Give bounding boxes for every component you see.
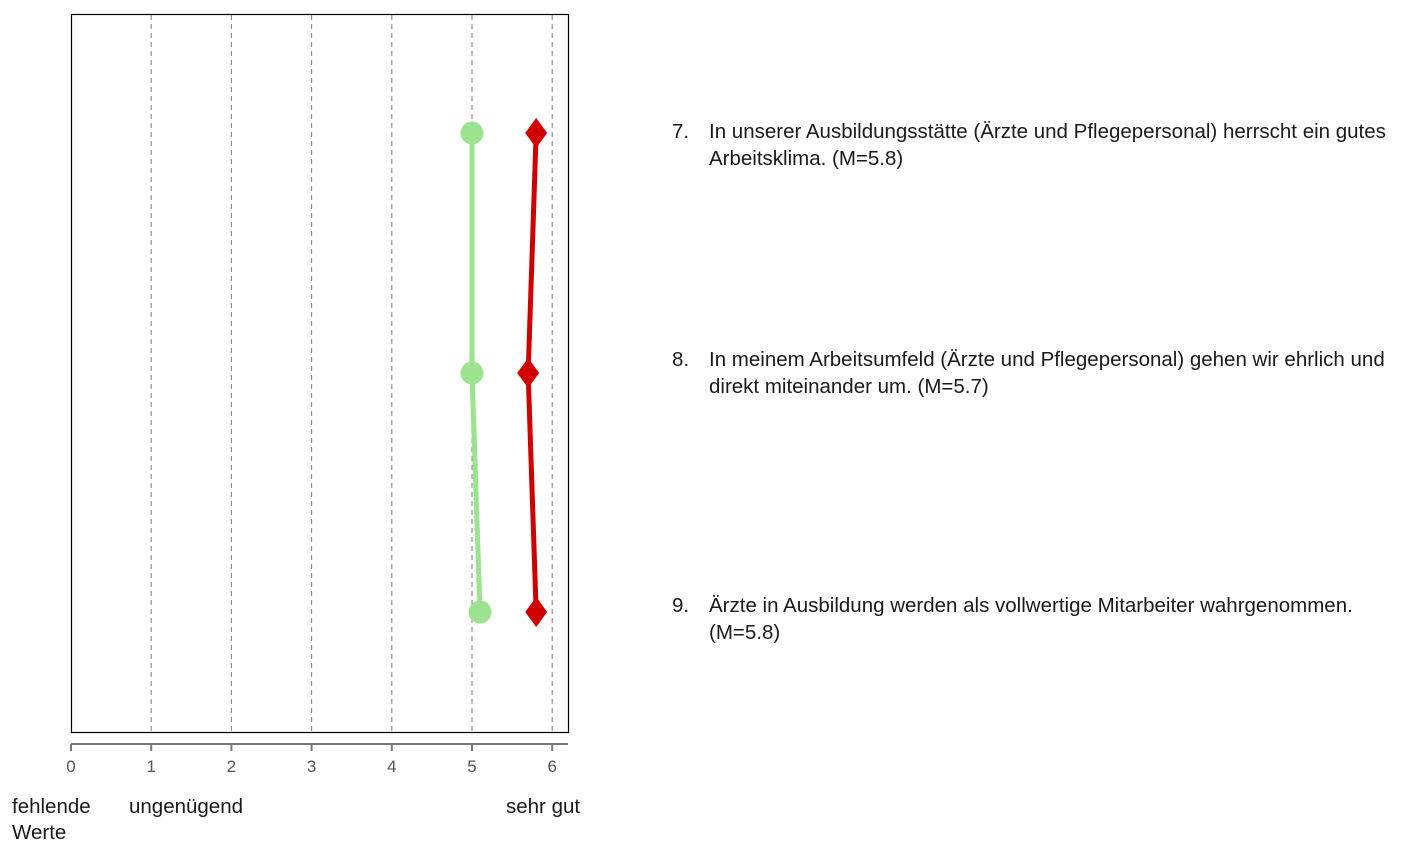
x-tick-label: 4 <box>387 757 396 776</box>
item-text: In unserer Ausbildungsstätte (Ärzte und … <box>709 120 1386 170</box>
x-tick-label: 2 <box>227 757 236 776</box>
series-0-point-7 <box>460 121 484 145</box>
x-tick-label: 6 <box>547 757 556 776</box>
plot-frame <box>70 13 570 734</box>
item-8: 8. In meinem Arbeitsumfeld (Ärzte und Pf… <box>672 346 1412 400</box>
item-number: 9. <box>672 594 690 617</box>
item-7: 7. In unserer Ausbildungsstätte (Ärzte u… <box>672 118 1412 172</box>
series <box>460 118 548 627</box>
x-tick-label: 3 <box>307 757 316 776</box>
x-tick-label: 0 <box>66 757 75 776</box>
item-text: In meinem Arbeitsumfeld (Ärzte und Pfleg… <box>709 348 1385 398</box>
x-ticks: 0 1 2 3 4 5 6 <box>66 744 557 776</box>
item-text: Ärzte in Ausbildung werden als vollwerti… <box>709 594 1353 644</box>
item-number: 7. <box>672 120 690 143</box>
series-1-point-9 <box>525 597 548 627</box>
item-9: 9. Ärzte in Ausbildung werden als vollwe… <box>672 592 1412 646</box>
series-1-point-8 <box>517 358 540 388</box>
caption-insufficient: ungenügend <box>129 795 244 818</box>
caption-missing: fehlende Werte <box>12 795 91 844</box>
x-tick-label: 5 <box>467 757 476 776</box>
grid <box>150 15 553 732</box>
series-0-point-8 <box>460 361 484 385</box>
caption-very-good: sehr gut <box>506 795 581 818</box>
series-1-point-7 <box>525 118 548 148</box>
x-tick-label: 1 <box>146 757 155 776</box>
series-0-point-9 <box>468 600 492 624</box>
item-number: 8. <box>672 348 690 371</box>
